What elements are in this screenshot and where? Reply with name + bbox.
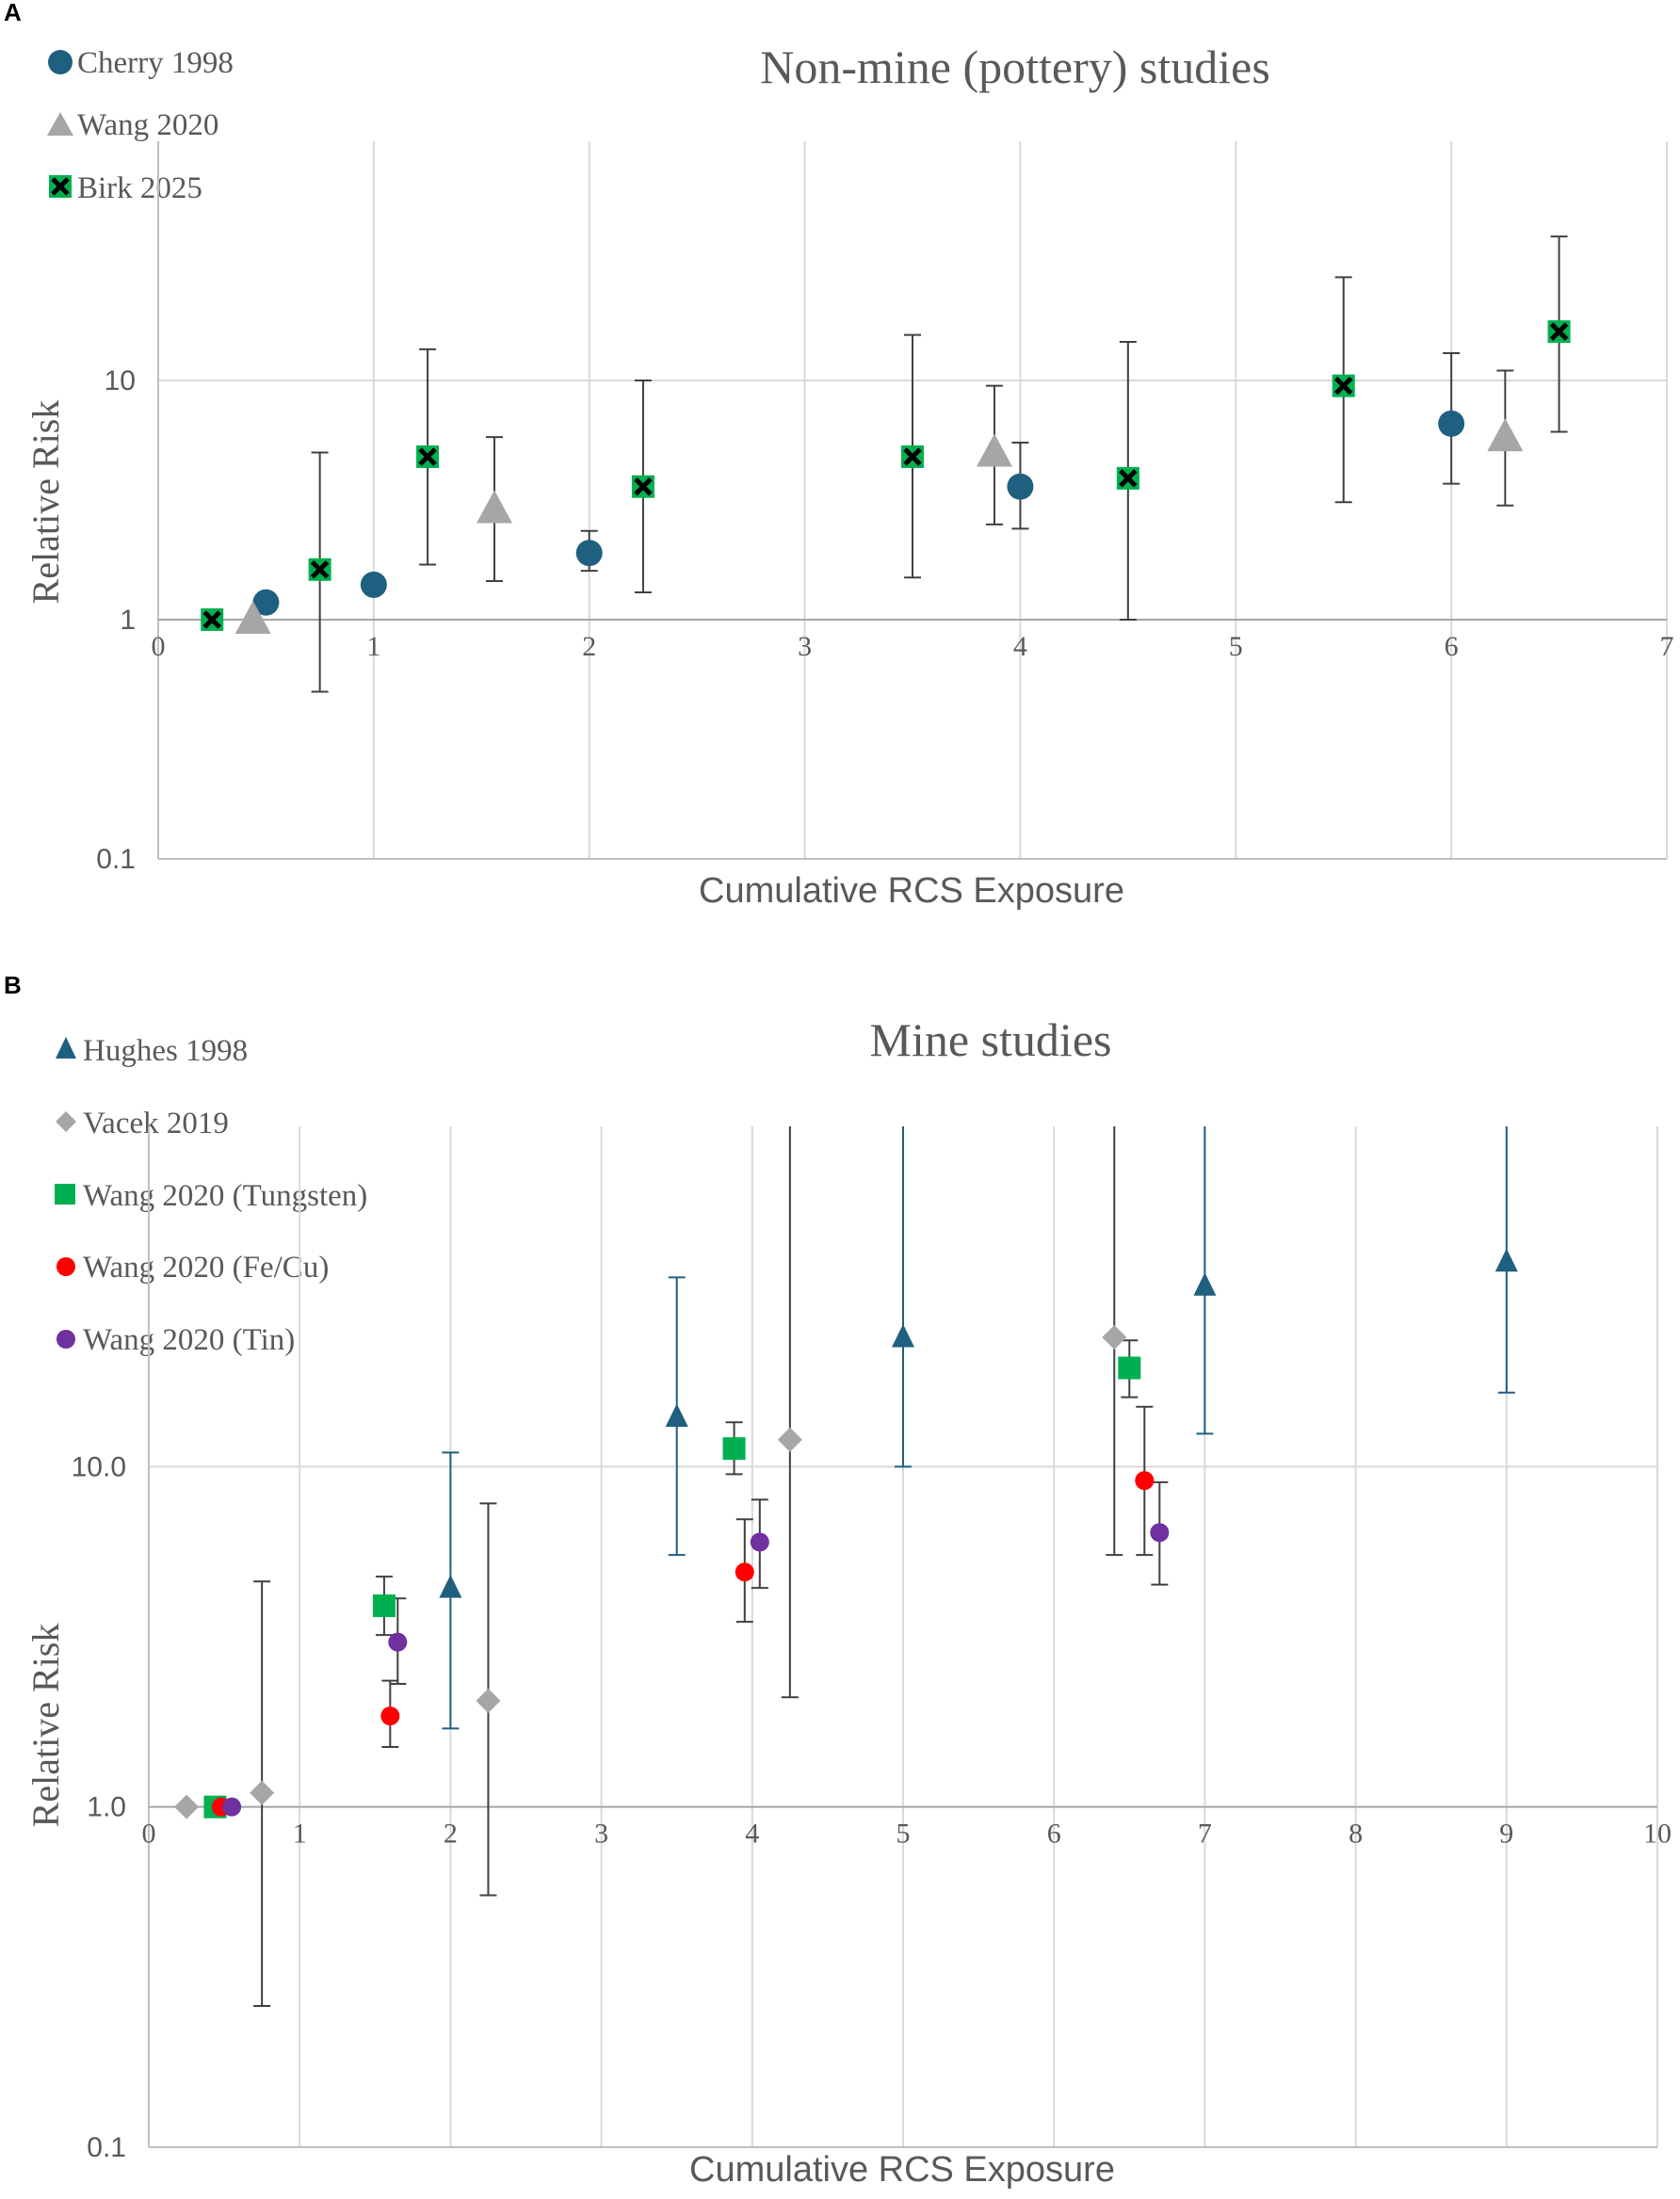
b-point-hughes-1998 (665, 1403, 688, 1428)
b-x-tick-label: 4 (745, 1819, 759, 1850)
a-point-birk-2025 (631, 475, 654, 498)
a-x-tick-label: 6 (1445, 631, 1459, 662)
b-point-wang-2020-fe-cu (380, 1706, 400, 1726)
b-point-vacek-2019 (174, 1794, 200, 1819)
b-x-tick-label: 8 (1349, 1819, 1363, 1850)
legend-fecu-marker (57, 1257, 75, 1276)
a-point-birk-2025-cross (1119, 469, 1138, 488)
legend-tin-marker (57, 1330, 75, 1349)
a-point-birk-2025-cross (1549, 322, 1569, 341)
a-point-birk-2025 (901, 445, 924, 468)
b-point-vacek-2019 (1102, 1324, 1127, 1350)
chart-b-title: Mine studies (870, 1013, 1112, 1066)
b-x-tick-label: 2 (444, 1819, 458, 1850)
a-point-wang-2020 (477, 490, 513, 524)
b-x-tick-label: 10 (1643, 1819, 1672, 1850)
a-point-cherry-1998 (1438, 410, 1465, 437)
b-x-tick-label: 5 (897, 1819, 911, 1850)
legend-tungsten-label: Wang 2020 (Tungsten) (83, 1179, 367, 1213)
a-point-birk-2025-cross (903, 447, 922, 466)
legend-vacek-marker (56, 1111, 76, 1132)
a-point-birk-2025 (1332, 374, 1355, 397)
b-y-tick-label: 10.0 (72, 1451, 126, 1482)
a-point-cherry-1998 (1007, 473, 1034, 500)
chart-a-xlabel: Cumulative RCS Exposure (699, 871, 1124, 911)
b-point-wang-2020-tin (750, 1532, 769, 1552)
a-x-tick-label: 1 (366, 631, 380, 662)
b-x-tick-label: 1 (293, 1819, 307, 1850)
legend-birk-marker (49, 175, 72, 198)
b-point-hughes-1998 (439, 1575, 462, 1598)
b-x-tick-label: 7 (1198, 1819, 1212, 1850)
plot-b: 0 1 2 3 4 5 6 7 8 9 10 0.1 1.0 10.0 (72, 1126, 1672, 2163)
b-point-hughes-1998 (1193, 1272, 1217, 1296)
legend-wang-marker (47, 112, 73, 136)
a-point-birk-2025-cross (1333, 376, 1353, 396)
a-x-tick-label: 0 (152, 631, 166, 662)
b-point-wang-2020-fe-cu (1135, 1471, 1155, 1491)
a-point-birk-2025 (308, 558, 331, 581)
chart-a-title: Non-mine (pottery) studies (760, 40, 1270, 93)
a-point-cherry-1998 (360, 571, 387, 598)
a-point-cherry-1998 (252, 589, 280, 616)
chart-b-xlabel: Cumulative RCS Exposure (689, 2150, 1115, 2190)
b-point-wang-2020-tin (222, 1797, 242, 1817)
a-point-birk-2025 (1547, 320, 1571, 344)
legend-tin-label: Wang 2020 (Tin) (83, 1323, 295, 1357)
legend-birk-label: Birk 2025 (77, 171, 202, 205)
b-point-wang-2020-tungsten (722, 1437, 746, 1461)
a-point-wang-2020 (234, 601, 271, 634)
a-point-birk-2025-cross (202, 610, 221, 629)
legend-wang-label: Wang 2020 (77, 108, 218, 142)
a-x-tick-label: 5 (1229, 631, 1243, 662)
a-x-tick-label: 7 (1660, 631, 1674, 662)
legend-b: Hughes 1998 Vacek 2019 Wang 2020 (Tungst… (55, 1034, 367, 1357)
b-y-tick-label: 1.0 (87, 1792, 126, 1823)
a-x-tick-label: 4 (1013, 631, 1027, 662)
a-y-tick-label: 0.1 (96, 844, 136, 875)
panel-b-letter: B (4, 971, 22, 999)
b-y-tick-label: 0.1 (87, 2132, 126, 2163)
a-point-wang-2020 (976, 433, 1012, 467)
chart-a-ylabel: Relative Risk (24, 400, 67, 605)
legend-cherry-marker (48, 50, 73, 74)
legend-hughes-label: Hughes 1998 (83, 1034, 248, 1068)
b-point-wang-2020-fe-cu (735, 1562, 754, 1582)
a-point-birk-2025-cross (310, 560, 330, 579)
b-point-vacek-2019 (476, 1689, 501, 1714)
b-x-tick-label: 9 (1499, 1819, 1513, 1850)
b-point-hughes-1998 (1494, 1248, 1518, 1272)
legend-vacek-label: Vacek 2019 (83, 1107, 229, 1140)
b-point-vacek-2019 (777, 1427, 802, 1452)
legend-tungsten-marker (55, 1184, 75, 1205)
a-y-tick-label: 1 (120, 605, 136, 636)
a-point-cherry-1998 (575, 540, 603, 567)
a-point-birk-2025 (201, 608, 224, 631)
legend-hughes-marker (56, 1037, 76, 1059)
a-point-birk-2025 (1116, 466, 1139, 490)
legend-cherry-label: Cherry 1998 (77, 46, 234, 80)
b-point-hughes-1998 (892, 1323, 914, 1348)
a-point-birk-2025-cross (634, 477, 653, 496)
a-x-tick-label: 3 (798, 631, 812, 662)
b-x-tick-label: 3 (594, 1819, 608, 1850)
b-point-wang-2020-tin (388, 1632, 408, 1652)
a-point-birk-2025-cross (418, 447, 437, 466)
a-point-wang-2020 (1487, 418, 1524, 452)
legend-a: Cherry 1998 Wang 2020 Birk 2025 (47, 46, 234, 205)
a-x-tick-label: 2 (582, 631, 596, 662)
b-point-wang-2020-tungsten (372, 1594, 396, 1618)
a-point-birk-2025 (416, 445, 440, 468)
b-point-wang-2020-tungsten (1118, 1356, 1141, 1380)
b-x-tick-label: 0 (142, 1819, 156, 1850)
legend-fecu-label: Wang 2020 (Fe/Cu) (83, 1251, 329, 1285)
b-point-wang-2020-tin (1150, 1523, 1170, 1543)
panel-a-letter: A (4, 0, 22, 26)
b-point-vacek-2019 (250, 1780, 275, 1805)
chart-b-ylabel: Relative Risk (24, 1624, 67, 1828)
b-x-tick-label: 6 (1047, 1819, 1061, 1850)
a-y-tick-label: 10 (105, 365, 136, 396)
